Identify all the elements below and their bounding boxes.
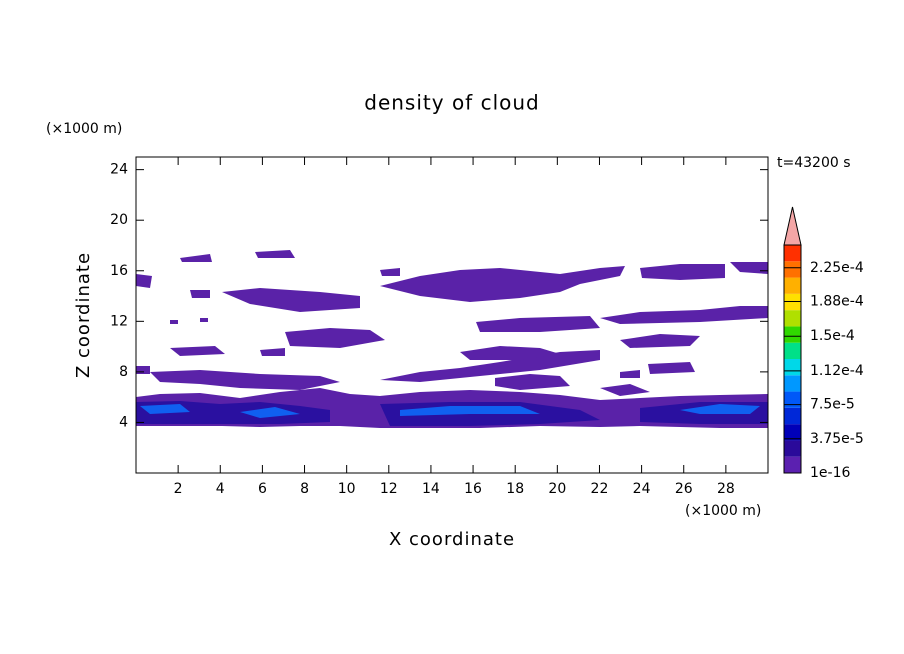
- x-unit: (×1000 m): [685, 503, 761, 519]
- x-tick-label: 10: [338, 481, 356, 497]
- y-tick-label: 8: [119, 364, 128, 380]
- colorbar-band: [784, 326, 801, 343]
- x-tick-label: 2: [174, 481, 183, 497]
- x-tick-label: 14: [422, 481, 440, 497]
- y-unit: (×1000 m): [46, 121, 122, 137]
- x-tick-label: 20: [548, 481, 566, 497]
- colorbar-tick-label: 1.88e-4: [810, 294, 864, 310]
- colorbar-band: [784, 342, 801, 359]
- colorbar-band: [784, 391, 801, 408]
- x-tick-label: 26: [675, 481, 693, 497]
- colorbar-tick-label: 1.12e-4: [810, 363, 864, 379]
- cloud-region: [170, 306, 768, 360]
- x-tick-label: 12: [380, 481, 398, 497]
- colorbar-tick-label: 7.5e-5: [810, 397, 855, 413]
- colorbar-band: [784, 261, 801, 278]
- colorbar-band: [784, 456, 801, 473]
- y-tick-label: 12: [110, 313, 128, 329]
- colorbar-band: [784, 424, 801, 441]
- colorbar-tick-label: 1e-16: [810, 465, 850, 481]
- y-axis-label: Z coordinate: [73, 252, 94, 378]
- cloud-region: [136, 250, 768, 374]
- x-axis-label: X coordinate: [389, 529, 515, 550]
- x-tick-label: 22: [591, 481, 609, 497]
- contour-fill: [136, 250, 768, 428]
- x-tick-label: 16: [464, 481, 482, 497]
- colorbar-band: [784, 277, 801, 294]
- x-tick-label: 4: [216, 481, 225, 497]
- colorbar-band: [784, 440, 801, 457]
- y-tick-label: 16: [110, 263, 128, 279]
- colorbar-tick-label: 3.75e-5: [810, 431, 864, 447]
- colorbar-extension: [783, 206, 802, 246]
- cloud-region: [140, 404, 760, 418]
- plot-frame: [135, 156, 769, 474]
- annotation: t=43200 s: [777, 155, 851, 171]
- colorbar-tick-label: 2.25e-4: [810, 260, 864, 276]
- x-tick-label: 24: [633, 481, 651, 497]
- cloud-region: [150, 350, 695, 396]
- x-tick-label: 28: [717, 481, 735, 497]
- colorbar-band: [784, 245, 801, 262]
- colorbar-band: [784, 407, 801, 425]
- colorbar-band: [784, 375, 801, 392]
- x-tick-label: 18: [506, 481, 524, 497]
- y-tick-label: 20: [110, 212, 128, 228]
- x-tick-label: 6: [258, 481, 267, 497]
- x-tick-label: 8: [300, 481, 309, 497]
- colorbar-tick-label: 1.5e-4: [810, 328, 855, 344]
- y-tick-label: 4: [119, 414, 128, 430]
- colorbar-band: [784, 310, 801, 327]
- chart-title: density of cloud: [364, 91, 539, 115]
- colorbar-band: [784, 359, 801, 376]
- y-tick-label: 24: [110, 162, 128, 178]
